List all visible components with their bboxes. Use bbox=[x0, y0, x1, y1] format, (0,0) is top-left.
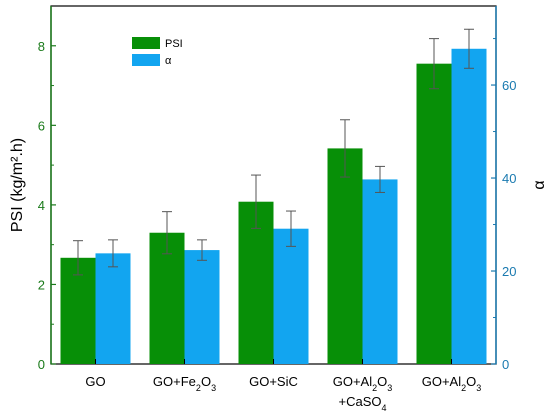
y2-axis-title: α bbox=[531, 180, 548, 189]
category-label-3-line2: +CaSO4 bbox=[338, 394, 386, 413]
error-bars bbox=[73, 28, 474, 276]
category-label-1: GO+Fe2O3 bbox=[153, 374, 216, 393]
bars bbox=[60, 48, 487, 365]
right-tick-label-0: 0 bbox=[502, 357, 509, 372]
left-tick-label-8: 8 bbox=[38, 39, 45, 54]
left-tick-label-6: 6 bbox=[38, 118, 45, 133]
legend-swatch-α bbox=[132, 54, 160, 66]
bar-PSI-3 bbox=[327, 148, 363, 364]
y-axis-title: PSI (kg/m².h) bbox=[9, 138, 26, 232]
left-tick-label-0: 0 bbox=[38, 357, 45, 372]
bar-α-2 bbox=[273, 228, 309, 364]
right-tick-label-60: 60 bbox=[502, 78, 516, 93]
right-tick-label-20: 20 bbox=[502, 264, 516, 279]
left-tick-label-4: 4 bbox=[38, 198, 45, 213]
category-label-2: GO+SiC bbox=[249, 374, 298, 389]
bar-α-1 bbox=[184, 250, 220, 364]
axes: 0 2 4 6 8 0 20 40 60 bbox=[38, 6, 516, 372]
legend-label-α: α bbox=[165, 55, 172, 67]
bar-α-0 bbox=[95, 253, 131, 364]
legend-swatch-PSI bbox=[132, 37, 160, 49]
bar-α-3 bbox=[362, 179, 398, 364]
bar-PSI-0 bbox=[60, 257, 96, 364]
legend: PSI α bbox=[132, 37, 183, 67]
legend-label-PSI: PSI bbox=[165, 38, 183, 50]
bar-PSI-4 bbox=[416, 63, 452, 365]
bar-PSI-1 bbox=[149, 232, 185, 364]
left-tick-label-2: 2 bbox=[38, 277, 45, 292]
category-label-0: GO bbox=[85, 374, 105, 389]
category-label-3: GO+Al2O3 bbox=[333, 374, 393, 393]
bar-α-4 bbox=[451, 48, 487, 365]
category-label-4: GO+Al2O3 bbox=[422, 374, 482, 393]
right-tick-label-40: 40 bbox=[502, 171, 516, 186]
